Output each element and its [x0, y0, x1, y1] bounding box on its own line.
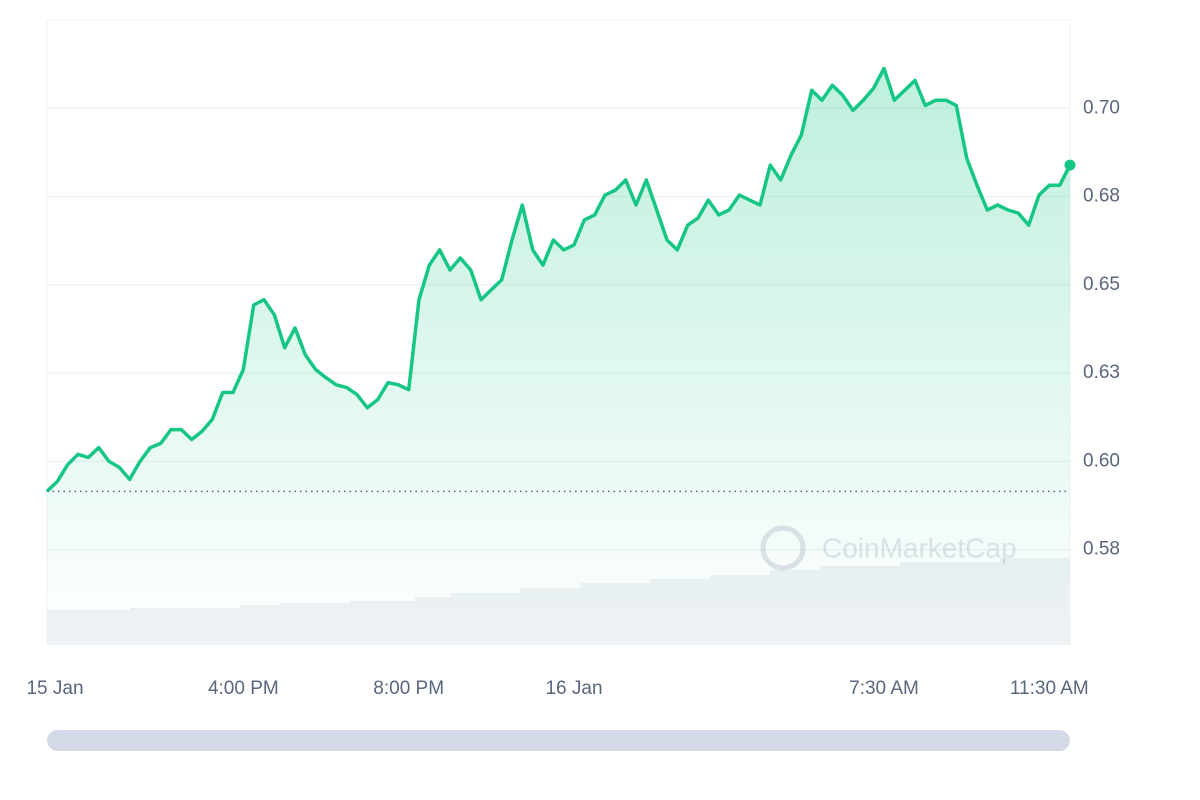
- x-tick-label: 11:30 AM: [1010, 678, 1089, 699]
- y-tick-label: 0.58: [1083, 539, 1120, 560]
- last-point: [1064, 159, 1076, 171]
- y-tick-label: 0.70: [1083, 97, 1120, 118]
- y-tick-label: 0.68: [1083, 186, 1120, 207]
- x-tick-label: 15 Jan: [26, 678, 83, 699]
- x-tick-label: 16 Jan: [545, 678, 602, 699]
- x-tick-label: 7:30 AM: [849, 678, 919, 699]
- price-line: [45, 66, 1072, 493]
- x-tick-label: 4:00 PM: [208, 678, 279, 699]
- y-tick-label: 0.63: [1083, 362, 1120, 383]
- watermark-text: CoinMarketCap: [822, 532, 1017, 563]
- scrollbar[interactable]: [47, 730, 1070, 751]
- area: [47, 68, 1070, 645]
- watermark: CoinMarketCap: [760, 525, 1017, 571]
- x-tick-label: 8:00 PM: [373, 678, 444, 699]
- y-tick-label: 0.65: [1083, 274, 1120, 295]
- y-tick-label: 0.60: [1083, 450, 1120, 471]
- watermark-logo: [760, 525, 806, 571]
